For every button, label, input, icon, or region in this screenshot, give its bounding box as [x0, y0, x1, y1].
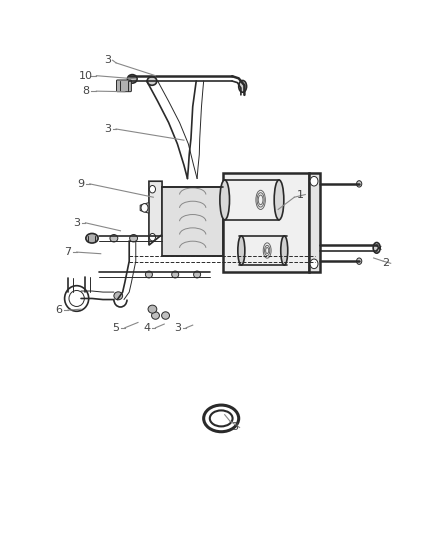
Ellipse shape — [145, 271, 152, 278]
FancyBboxPatch shape — [223, 173, 309, 272]
Circle shape — [357, 258, 362, 264]
Ellipse shape — [194, 271, 201, 278]
Text: 9: 9 — [78, 179, 85, 189]
Ellipse shape — [162, 312, 170, 319]
Ellipse shape — [238, 236, 245, 265]
Text: 1: 1 — [297, 190, 304, 199]
Text: 3: 3 — [104, 124, 111, 134]
Text: 3: 3 — [231, 423, 238, 432]
Polygon shape — [162, 187, 223, 256]
Circle shape — [310, 259, 318, 269]
Text: 3: 3 — [104, 55, 111, 65]
Text: 4: 4 — [143, 323, 150, 333]
Text: 8: 8 — [82, 86, 89, 96]
Text: 3: 3 — [73, 218, 80, 228]
Ellipse shape — [373, 243, 380, 253]
Polygon shape — [140, 203, 149, 213]
Text: 2: 2 — [382, 259, 389, 268]
Circle shape — [149, 185, 155, 193]
Ellipse shape — [114, 292, 123, 300]
Ellipse shape — [130, 235, 138, 242]
Ellipse shape — [152, 312, 159, 319]
Circle shape — [149, 233, 155, 241]
Ellipse shape — [127, 75, 137, 83]
Ellipse shape — [110, 235, 118, 242]
Circle shape — [357, 181, 362, 187]
Ellipse shape — [281, 236, 288, 265]
FancyBboxPatch shape — [117, 80, 131, 92]
Ellipse shape — [274, 180, 284, 220]
Ellipse shape — [220, 180, 230, 220]
Ellipse shape — [239, 80, 247, 92]
Ellipse shape — [172, 271, 179, 278]
Text: 7: 7 — [64, 247, 71, 257]
Ellipse shape — [147, 77, 157, 85]
Text: 10: 10 — [78, 71, 92, 80]
Ellipse shape — [86, 233, 98, 243]
Text: 5: 5 — [113, 323, 120, 333]
Text: 3: 3 — [174, 323, 181, 333]
Circle shape — [310, 176, 318, 186]
Text: 6: 6 — [56, 305, 63, 315]
Circle shape — [141, 204, 148, 212]
Polygon shape — [309, 173, 320, 272]
Ellipse shape — [148, 305, 157, 313]
Polygon shape — [149, 181, 162, 245]
